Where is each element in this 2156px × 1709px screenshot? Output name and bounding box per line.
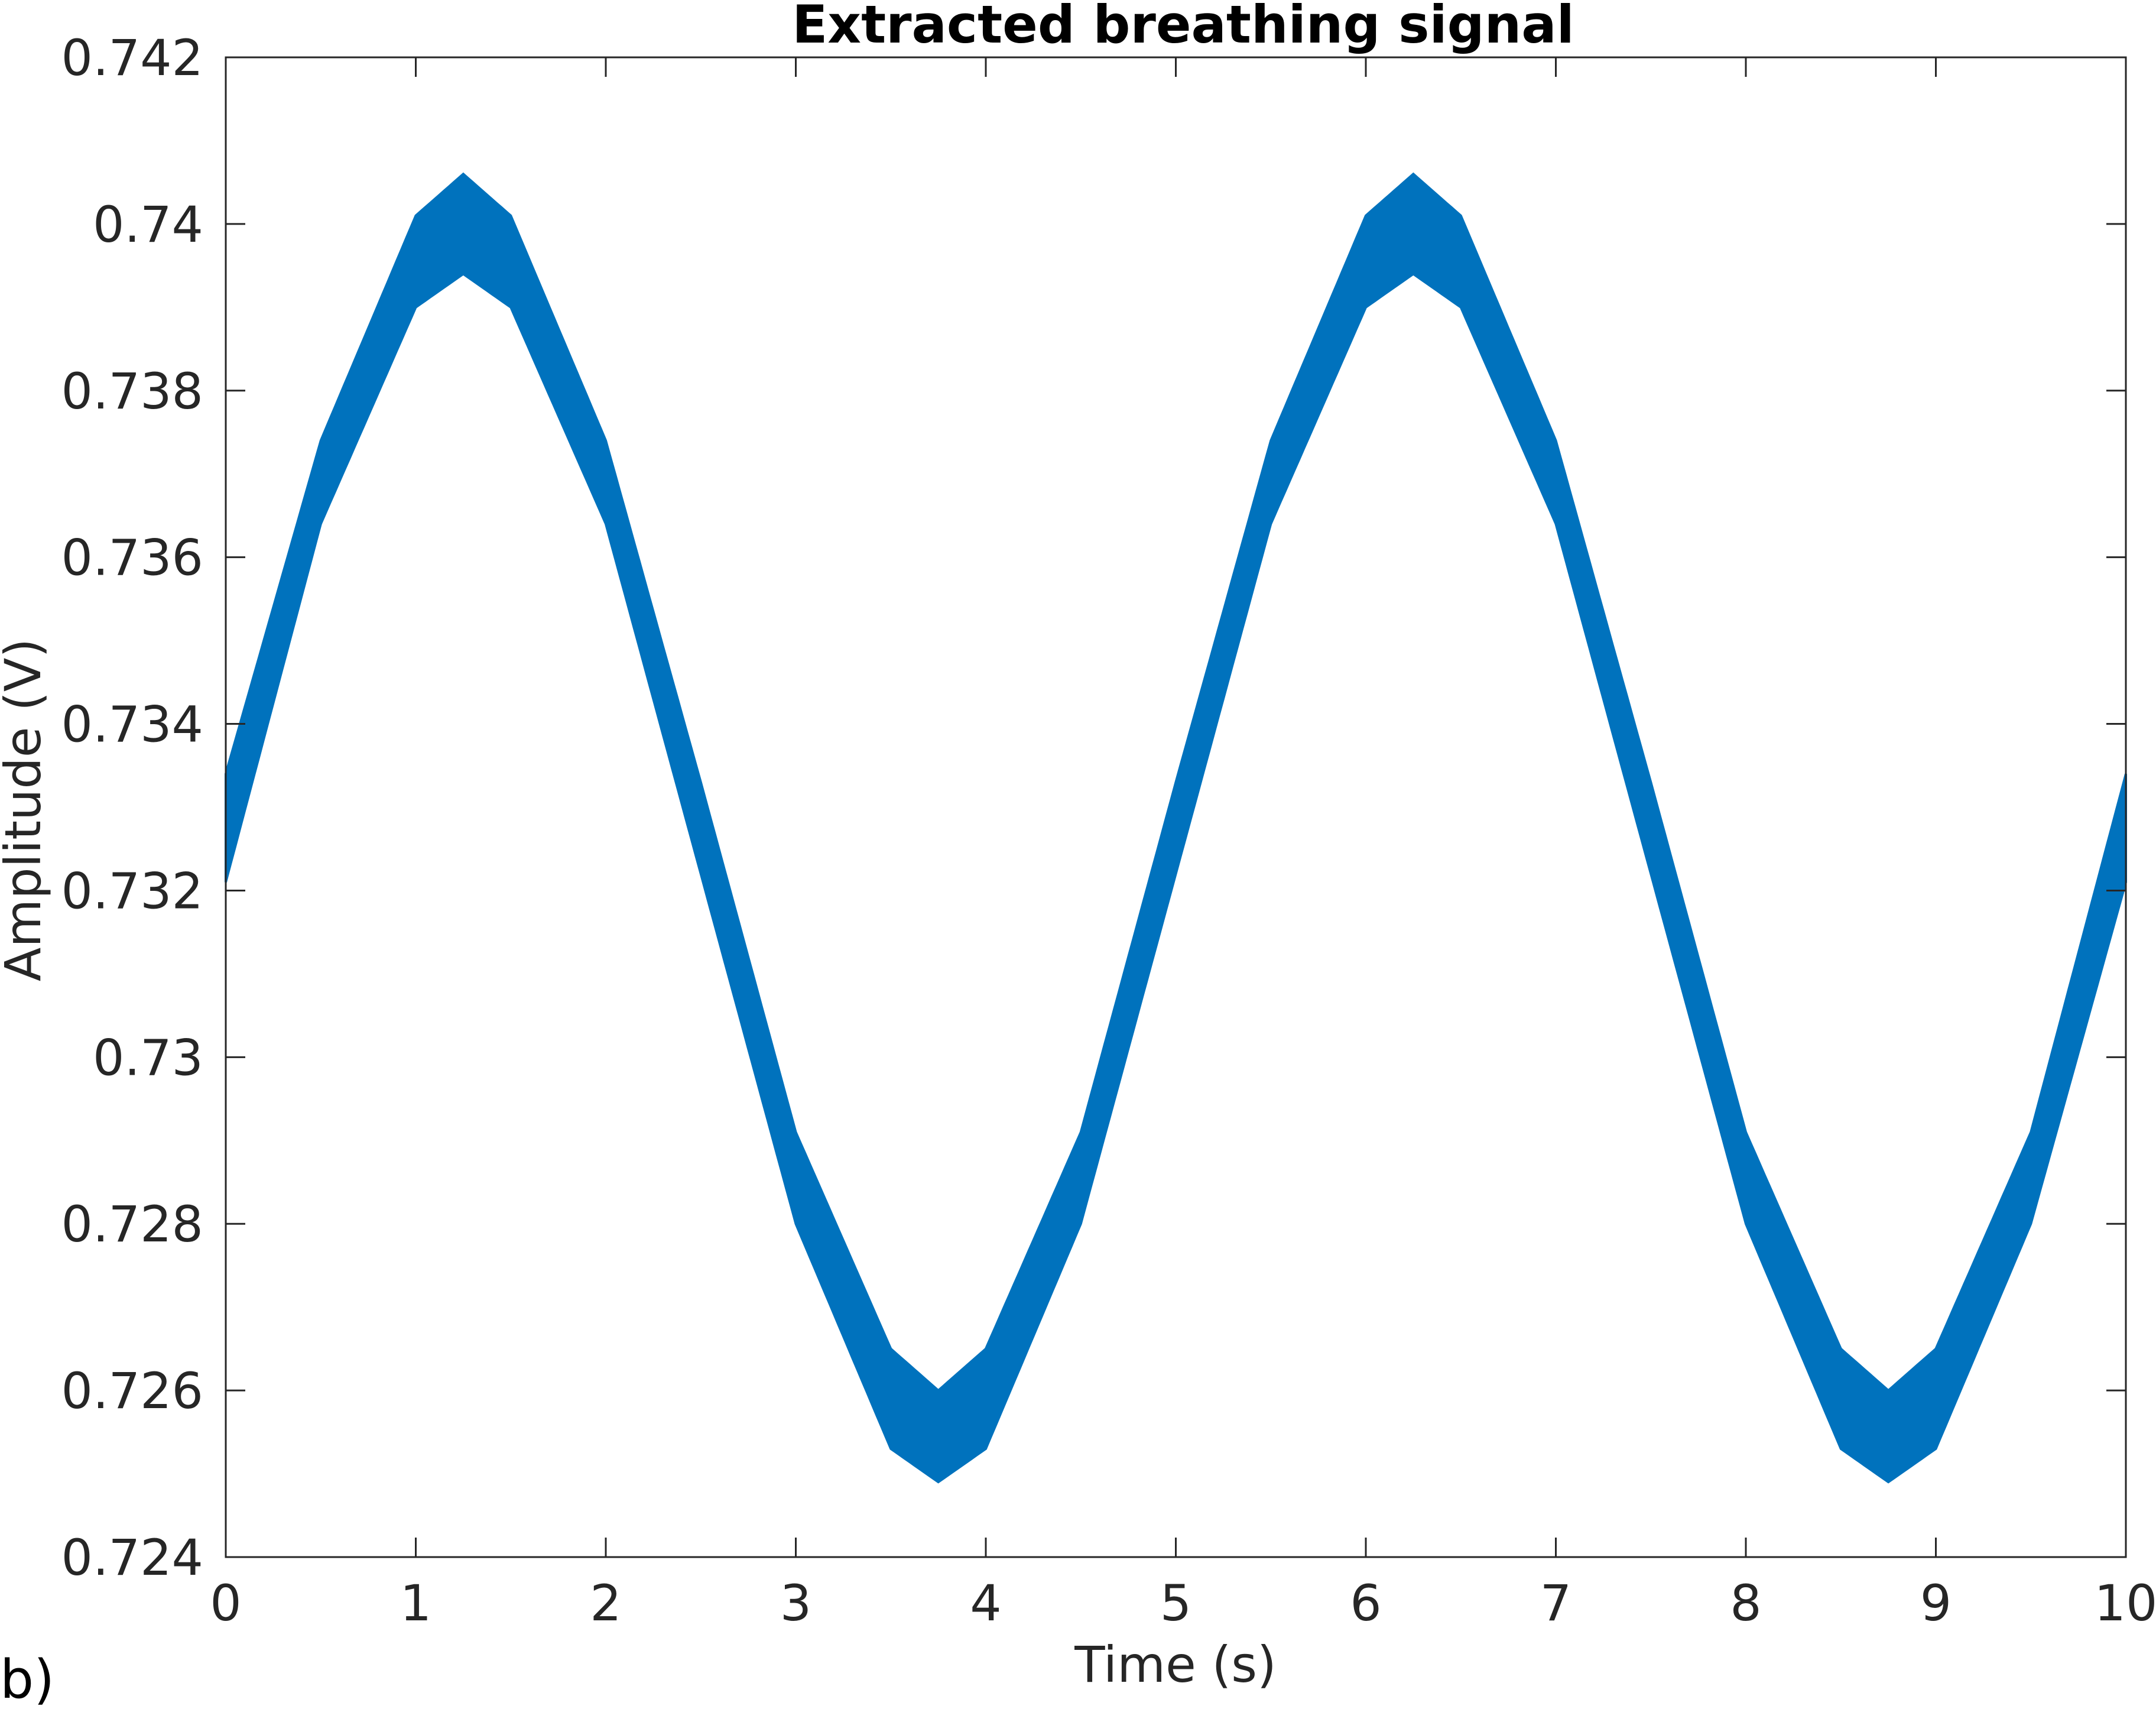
x-tick-label: 6 [1350, 1574, 1381, 1632]
panel-label: b) [0, 1649, 54, 1709]
y-tick-label: 0.732 [61, 862, 203, 920]
x-tick-label: 1 [400, 1574, 431, 1632]
x-tick-label: 8 [1730, 1574, 1761, 1632]
x-tick-label: 2 [590, 1574, 621, 1632]
y-tick-label: 0.734 [61, 696, 203, 754]
y-tick-label: 0.726 [61, 1362, 203, 1420]
y-tick-label: 0.728 [61, 1195, 203, 1253]
axes: 0 1 2 3 4 5 6 7 8 9 10 0.724 0.726 0.728 0.73 0.732 0.73… [61, 29, 2156, 1632]
x-tick-label: 10 [2095, 1574, 2156, 1632]
x-tick-label: 9 [1920, 1574, 1952, 1632]
y-tick-label: 0.724 [61, 1529, 203, 1587]
x-tick-label: 0 [210, 1574, 241, 1632]
y-tick-label: 0.738 [61, 362, 203, 420]
y-tick-label: 0.74 [93, 196, 203, 254]
y-tick-label: 0.742 [61, 29, 203, 87]
x-tick-label: 3 [780, 1574, 811, 1632]
x-tick-label: 5 [1160, 1574, 1191, 1632]
chart-title: Extracted breathing signal [792, 0, 1574, 55]
y-tick-label: 0.736 [61, 529, 203, 587]
y-axis-label: Amplitude (V) [0, 638, 52, 981]
x-tick-label: 4 [970, 1574, 1001, 1632]
x-axis-label: Time (s) [1074, 1636, 1277, 1694]
x-tick-label: 7 [1540, 1574, 1571, 1632]
y-tick-label: 0.73 [93, 1029, 203, 1087]
